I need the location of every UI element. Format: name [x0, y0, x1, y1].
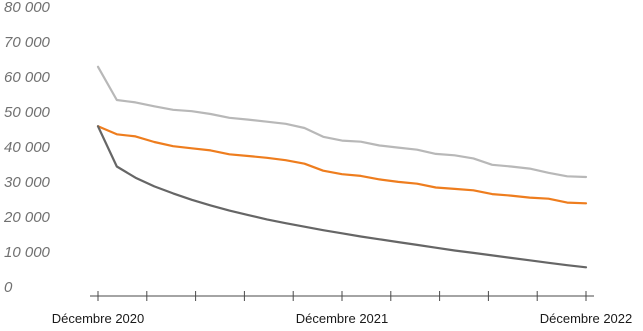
x-tick-label: Décembre 2020 [52, 311, 145, 326]
x-axis-labels: Décembre 2020 Décembre 2021 Décembre 2022 [52, 311, 633, 326]
y-axis-ticks: 0 10 000 20 000 30 000 40 000 50 000 60 000 70 … [3, 0, 51, 296]
y-tick-label: 20 000 [3, 209, 51, 226]
series-line-2 [96, 125, 588, 205]
y-tick-label: 50 000 [4, 104, 51, 121]
series-line-1 [96, 65, 588, 179]
x-tick-label: Décembre 2021 [296, 311, 389, 326]
y-tick-label: 60 000 [4, 69, 51, 86]
x-tick-label: Décembre 2022 [540, 311, 633, 326]
y-tick-label: 30 000 [4, 174, 51, 191]
series-lines [96, 65, 588, 269]
y-tick-label: 10 000 [4, 244, 51, 261]
series-line-3 [96, 125, 588, 269]
y-tick-label: 80 000 [4, 0, 51, 16]
y-tick-label: 0 [4, 279, 13, 296]
x-axis-ticks [97, 291, 587, 301]
y-tick-label: 70 000 [4, 34, 51, 51]
y-tick-label: 40 000 [4, 139, 51, 156]
